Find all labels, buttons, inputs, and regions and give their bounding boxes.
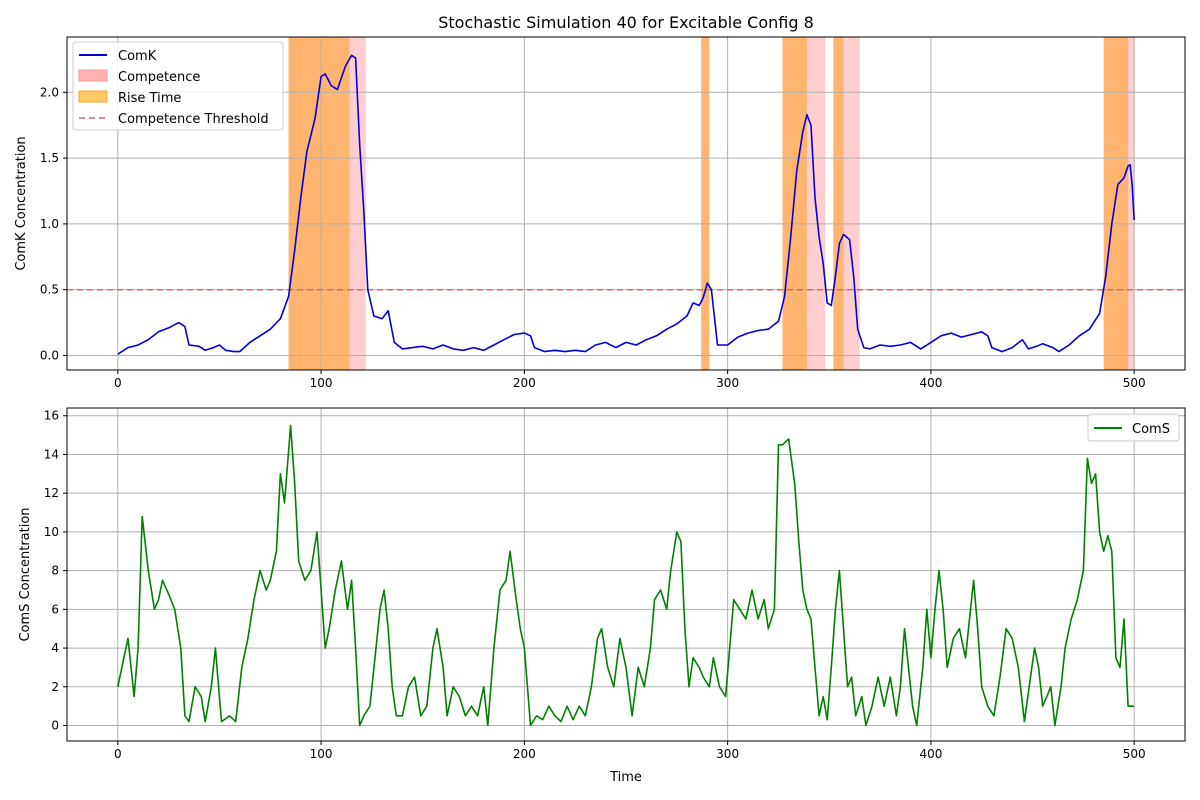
panel2-x-tick-label: 400	[919, 747, 942, 761]
panel1-x-tick-label: 400	[919, 376, 942, 390]
panel2-x-tick-label: 500	[1123, 747, 1146, 761]
panel1-y-tick-label: 0.0	[40, 349, 59, 363]
panel2-y-tick-label: 4	[51, 641, 59, 655]
panel1-series-line-comk	[117, 54, 1135, 355]
panel1-y-axis-label: ComK Concentration	[14, 136, 29, 270]
panel1-legend-label: Rise Time	[118, 91, 181, 106]
panel2-plot-area	[67, 408, 1185, 741]
panel2-x-tick-label: 100	[310, 747, 333, 761]
panel1-y-tick-label: 2.0	[40, 85, 59, 99]
panel1-rise-time-span	[782, 37, 807, 370]
panel1-y-tick-label: 0.5	[40, 283, 59, 297]
panel1-rise-time-span	[833, 37, 844, 370]
panel2-x-axis-label: Time	[609, 770, 642, 785]
panel1-chart-title: Stochastic Simulation 40 for Excitable C…	[438, 13, 814, 32]
panel1-legend-swatch-rise-time	[78, 90, 108, 103]
panel1-axes-frame	[66, 36, 1186, 371]
panel2-y-tick-label: 2	[51, 680, 59, 694]
panel1-rise-time-span	[1103, 37, 1129, 370]
panel1-y-tick-label: 1.5	[40, 151, 59, 165]
panel1-y-tick-label: 1.0	[40, 217, 59, 231]
panel2-y-tick-label: 6	[51, 602, 59, 616]
panel2-y-tick-label: 16	[44, 409, 59, 423]
panel2-y-tick-label: 12	[44, 486, 59, 500]
panel2-y-axis-label: ComS Concentration	[18, 507, 33, 641]
panel2-x-tick-label: 0	[114, 747, 122, 761]
panel1-x-tick-label: 500	[1123, 376, 1146, 390]
panel1-x-tick-label: 100	[310, 376, 333, 390]
panel1-legend	[72, 41, 284, 131]
panel1-x-tick-label: 0	[114, 376, 122, 390]
panel2-axes-frame	[66, 407, 1186, 742]
panel1-plot-area	[67, 37, 1185, 370]
panel1-legend-label: Competence Threshold	[118, 112, 269, 127]
panel1-rise-time-span	[701, 37, 710, 370]
panel2-legend	[1087, 413, 1180, 442]
panel2-y-tick-label: 10	[44, 525, 59, 539]
panel2-x-tick-label: 300	[716, 747, 739, 761]
panel1-x-tick-label: 200	[513, 376, 536, 390]
panel1-legend-label: ComK	[118, 49, 157, 64]
panel1-legend-swatch-competence	[78, 69, 108, 82]
panel2-legend-box	[1087, 413, 1180, 442]
panel2-plot-background	[67, 408, 1185, 741]
panel2-y-tick-label: 0	[51, 719, 59, 733]
panel2-y-tick-label: 8	[51, 564, 59, 578]
panel2-legend-label: ComS	[1132, 422, 1170, 437]
panel1-x-tick-label: 300	[716, 376, 739, 390]
panel2-series-line-coms	[117, 424, 1135, 727]
panel2-y-tick-label: 14	[44, 447, 59, 461]
panel1-legend-label: Competence	[118, 70, 200, 85]
panel2-x-tick-label: 200	[513, 747, 536, 761]
panel1-legend-box	[72, 41, 284, 131]
